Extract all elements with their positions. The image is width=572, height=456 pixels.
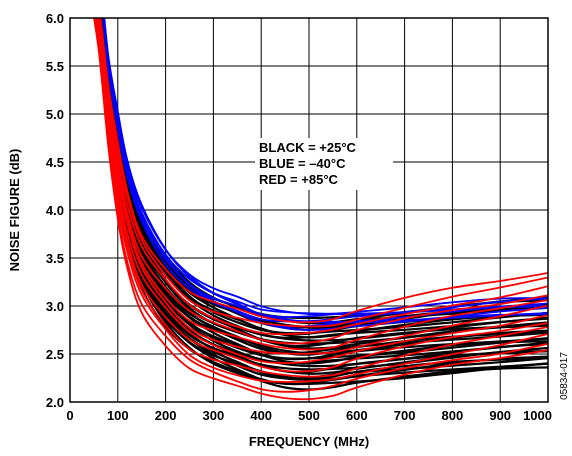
x-tick-label: 500: [298, 408, 320, 423]
y-tick-labels: 2.0 2.5 3.0 3.5 4.0 4.5 5.0 5.5 6.0: [46, 11, 64, 410]
curve-group: [93, 18, 548, 401]
series-line-red: [98, 18, 548, 336]
y-tick-label: 4.5: [46, 155, 64, 170]
y-tick-label: 6.0: [46, 11, 64, 26]
y-axis-title: NOISE FIGURE (dB): [7, 149, 22, 272]
curves: [93, 18, 548, 401]
legend-black: BLACK = +25°C: [259, 140, 357, 155]
y-tick-label: 2.5: [46, 347, 64, 362]
y-tick-label: 5.5: [46, 59, 64, 74]
series-line-red: [96, 18, 548, 355]
series-line-red: [95, 18, 548, 365]
series-line-red: [98, 18, 548, 345]
x-tick-label: 900: [489, 408, 511, 423]
series-line-red: [98, 18, 548, 328]
series-line-red: [93, 18, 548, 383]
plot-frame: [69, 17, 549, 403]
legend-blue: BLUE = –40°C: [259, 156, 346, 171]
series-line-red: [93, 18, 548, 393]
y-tick-label: 4.0: [46, 203, 64, 218]
x-tick-label: 100: [107, 408, 129, 423]
y-tick-label: 3.5: [46, 251, 64, 266]
y-tick-label: 5.0: [46, 107, 64, 122]
legend-background: [255, 138, 393, 190]
y-tick-label: 3.0: [46, 299, 64, 314]
x-axis-title: FREQUENCY (MHz): [249, 434, 369, 449]
y-tick-label: 2.0: [46, 395, 64, 410]
legend-red: RED = +85°C: [259, 172, 339, 187]
x-tick-label: 800: [442, 408, 464, 423]
x-tick-label: 600: [346, 408, 368, 423]
series-line-red: [99, 18, 548, 324]
x-tick-label: 200: [155, 408, 177, 423]
x-tick-label: 300: [203, 408, 225, 423]
x-tick-label: 0: [66, 408, 73, 423]
x-tick-labels: 0 100 200 300 400 500 600 700 800 900 1000: [66, 408, 552, 423]
x-tick-label: 400: [250, 408, 272, 423]
x-tick-label: 1000: [523, 408, 552, 423]
x-tick-label: 700: [394, 408, 416, 423]
figure-id: 05834-017: [559, 352, 570, 400]
